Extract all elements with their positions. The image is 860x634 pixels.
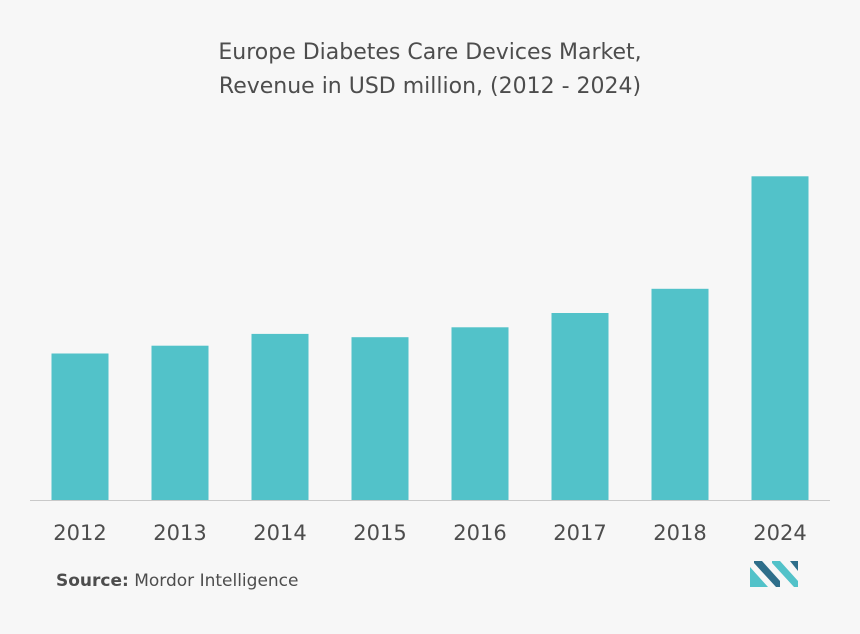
chart-title-line-1: Europe Diabetes Care Devices Market,	[218, 40, 642, 65]
bar-2024	[751, 176, 809, 501]
bar-2016	[451, 327, 509, 500]
mordor-intelligence-logo-icon	[750, 561, 798, 587]
x-tick-label-2012: 2012	[53, 521, 106, 545]
bar-2013	[151, 345, 209, 500]
x-tick-label-2014: 2014	[253, 521, 306, 545]
chart-title: Europe Diabetes Care Devices Market, Rev…	[0, 36, 860, 104]
bar-2014	[251, 333, 309, 500]
bar-2012	[51, 353, 109, 500]
source-text: Mordor Intelligence	[134, 571, 299, 591]
x-tick-label-2016: 2016	[453, 521, 506, 545]
chart-title-line-2: Revenue in USD million, (2012 - 2024)	[218, 74, 642, 99]
x-tick-label-2013: 2013	[153, 521, 206, 545]
bar-2015	[351, 337, 409, 500]
bar-2017	[551, 313, 609, 500]
source-note: Source: Mordor Intelligence	[56, 571, 299, 591]
x-tick-label-2017: 2017	[553, 521, 606, 545]
source-label: Source:	[56, 571, 129, 591]
x-tick-label-2018: 2018	[653, 521, 706, 545]
x-tick-label-2015: 2015	[353, 521, 406, 545]
x-tick-label-2024: 2024	[753, 521, 806, 545]
bar-2018	[651, 288, 709, 500]
